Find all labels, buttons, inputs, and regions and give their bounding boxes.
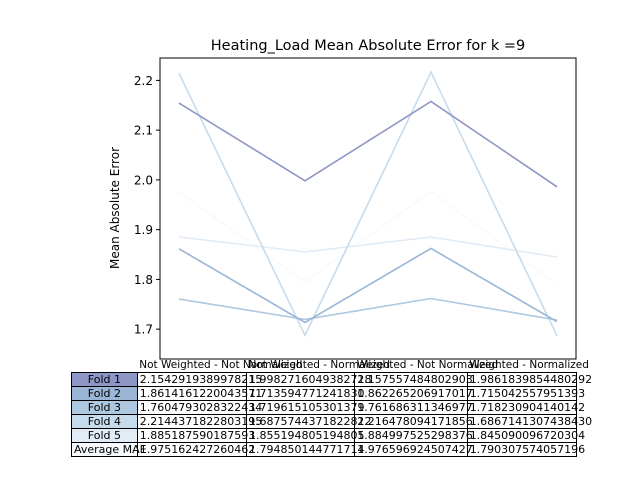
- series-line-fold-2: [178, 247, 558, 324]
- column-header: Not Weighted - Not Normalized: [137, 359, 303, 373]
- y-tick-label: 2.2: [134, 74, 153, 88]
- row-label: Fold 5: [71, 428, 138, 443]
- row-label: Fold 3: [71, 400, 138, 415]
- table-row: Average MAE 1.975162427260462 1.7948501447…: [71, 442, 585, 457]
- plot-frame: [159, 57, 577, 360]
- table-cell: 1.8614161220043571: [136, 386, 262, 401]
- table-cell: 1.9982716049382718: [246, 372, 372, 387]
- series-layer: [178, 70, 558, 338]
- table-corner: [72, 359, 138, 373]
- table-cell: 1.713594771241830: [246, 386, 365, 401]
- table-cell: 2.2144371822803195: [136, 414, 262, 429]
- table-header-row: Not Weighted - Not Normalized Not Weight…: [72, 359, 589, 373]
- table-cell: 1.7604793028322434: [136, 400, 262, 415]
- table-cell: 1.862265206917017: [354, 386, 473, 401]
- table-row: Fold 5 1.885187590187593 1.855194805194805…: [71, 428, 585, 443]
- data-table: Not Weighted - Not Normalized Not Weight…: [71, 359, 592, 457]
- table-cell: 2.157557484802903: [354, 372, 473, 387]
- table-cell: 1.855194805194805: [246, 428, 365, 443]
- table-cell: 1.718230904140142: [466, 400, 585, 415]
- y-axis-label: Mean Absolute Error: [108, 147, 122, 269]
- row-label: Fold 2: [71, 386, 138, 401]
- table-cell: 1.790307574057196: [466, 442, 585, 457]
- table-cell: 1.9861839854480292: [466, 372, 592, 387]
- table-cell: 2.1542919389978215: [136, 372, 262, 387]
- table-cell: 1.884997525298376: [354, 428, 473, 443]
- series-line-fold-3: [178, 297, 558, 321]
- y-tick-label: 1.7: [134, 323, 153, 337]
- series-line-fold-5: [178, 236, 558, 258]
- series-line-fold-4: [178, 70, 558, 338]
- table-cell: 1.719615105301379: [246, 400, 365, 415]
- data-table-container: Not Weighted - Not Normalized Not Weight…: [71, 359, 592, 457]
- row-label: Average MAE: [71, 442, 147, 457]
- table-row: Fold 1 2.1542919389978215 1.99827160493827…: [71, 372, 592, 387]
- table-cell: 1.885187590187593: [136, 428, 255, 443]
- y-tick-label: 1.8: [134, 273, 153, 287]
- table-cell: 1.6867141307438430: [466, 414, 592, 429]
- series-line-average-mae: [178, 190, 558, 285]
- row-label: Fold 1: [71, 372, 138, 387]
- table-cell: 1.976596924507427: [354, 442, 473, 457]
- series-line-fold-1: [178, 100, 558, 188]
- table-cell: 1.6875744371822812: [246, 414, 372, 429]
- y-tick-label: 1.9: [134, 223, 153, 237]
- column-header: Weighted - Normalized: [467, 359, 589, 373]
- table-cell: 1.975162427260462: [136, 442, 255, 457]
- table-cell: 2.216478094171856: [354, 414, 473, 429]
- table-cell: 1.794850144771714: [246, 442, 365, 457]
- table-row: Fold 4 2.2144371822803195 1.68757443718228…: [71, 414, 592, 429]
- row-label: Fold 4: [71, 414, 138, 429]
- column-header: Weighted - Not Normalized: [354, 359, 499, 373]
- y-tick-label: 2.0: [134, 173, 153, 187]
- y-axis: 1.7 1.8 1.9 2.0 2.1 2.2: [134, 74, 160, 337]
- table-cell: 1.715042557951393: [466, 386, 585, 401]
- y-tick-label: 2.1: [134, 124, 153, 138]
- table-row: Fold 3 1.7604793028322434 1.71961510530137…: [71, 400, 585, 415]
- line-chart: Heating_Load Mean Absolute Error for k =…: [108, 38, 577, 360]
- table-row: Fold 2 1.8614161220043571 1.71359477124183…: [71, 386, 585, 401]
- table-cell: 1.761686311346977: [354, 400, 473, 415]
- column-header: Not Weighted - Normalized: [246, 359, 390, 373]
- table-cell: 1.845090096720304: [466, 428, 585, 443]
- chart-title: Heating_Load Mean Absolute Error for k =…: [211, 38, 525, 54]
